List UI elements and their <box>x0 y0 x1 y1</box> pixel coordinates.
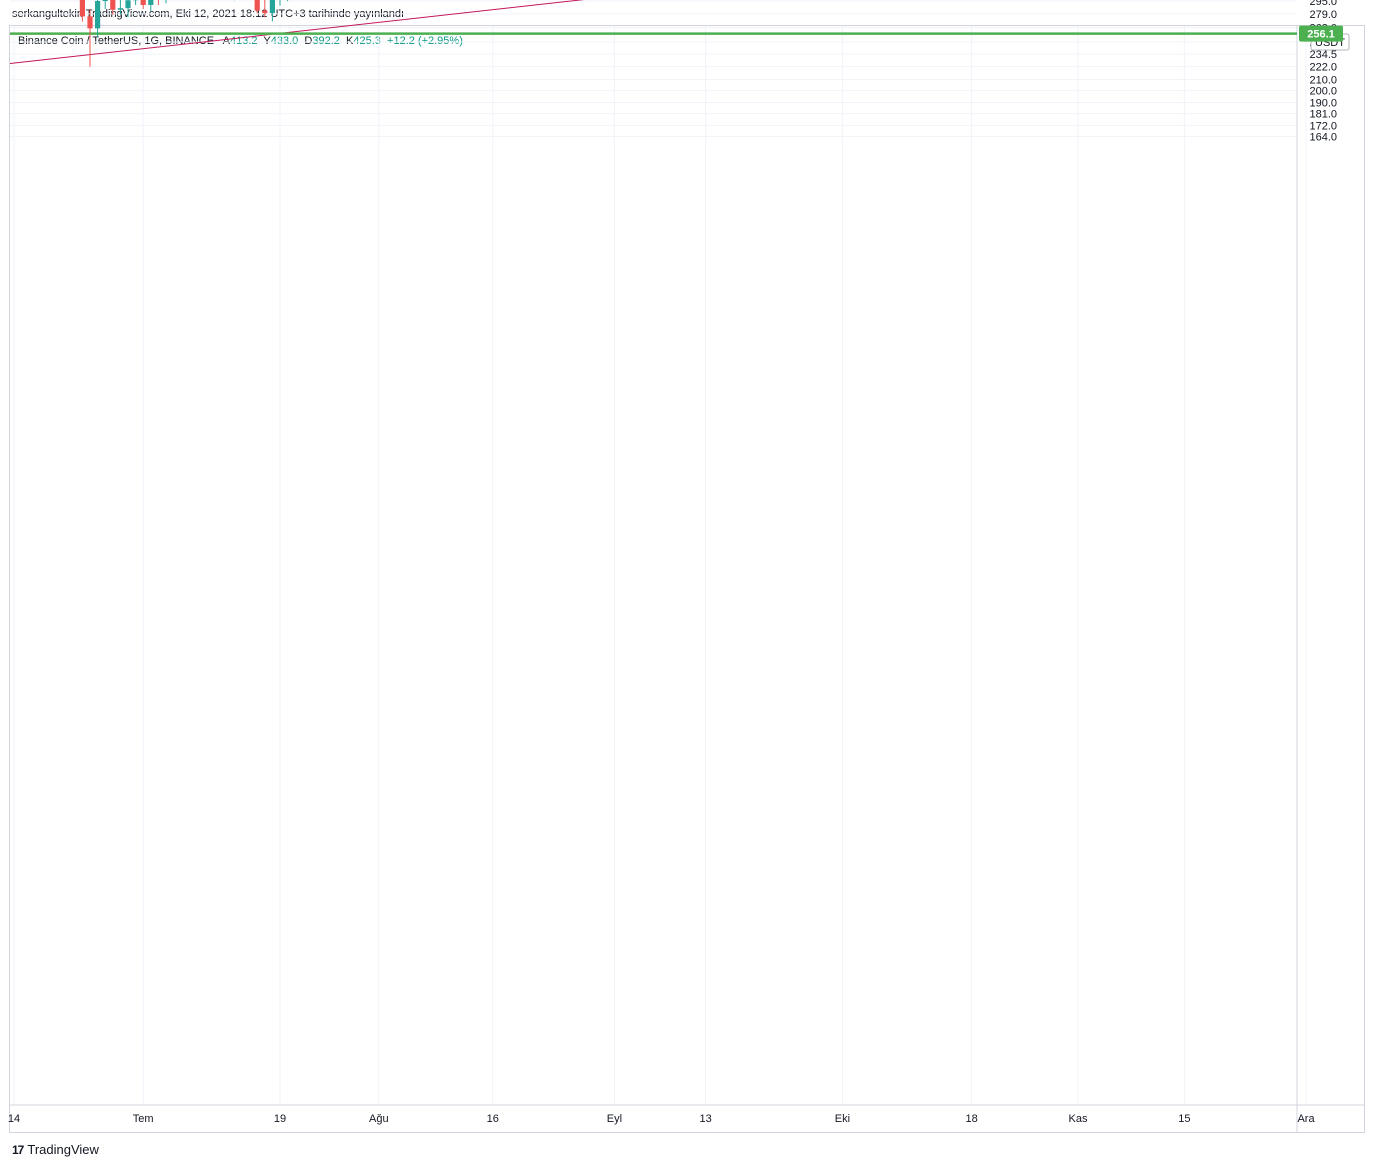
candle-body <box>79 0 85 17</box>
candle <box>269 0 275 22</box>
candle <box>165 0 167 4</box>
brand-name: TradingView <box>27 1142 99 1157</box>
legend-close: 425.3 <box>353 35 381 47</box>
candle <box>262 0 268 18</box>
y-tick-label: 222.0 <box>1309 62 1337 74</box>
level-badge-box <box>1299 25 1343 42</box>
x-tick-label: 19 <box>274 1113 286 1125</box>
candle-body <box>269 0 275 14</box>
candle <box>157 0 159 5</box>
candle-body <box>95 1 101 29</box>
y-tick-label: 210.0 <box>1309 74 1337 86</box>
candle <box>125 0 131 18</box>
y-tick-label: 295.0 <box>1309 0 1337 8</box>
x-tick-label: Ara <box>1297 1113 1315 1125</box>
candle <box>133 0 139 5</box>
x-tick-label: 14 <box>8 1113 20 1125</box>
chart-frame <box>9 25 1365 1133</box>
chart-legend: Binance Coin / TetherUS, 1G, BINANCE A41… <box>18 35 463 47</box>
x-tick-label: Kas <box>1069 1113 1088 1125</box>
candle-body <box>254 0 260 11</box>
y-tick-label: 190.0 <box>1309 97 1337 109</box>
level-badge-text: 256.1 <box>1307 29 1335 41</box>
y-tick-label: 172.0 <box>1309 120 1337 132</box>
x-tick-label: 15 <box>1178 1113 1190 1125</box>
x-tick-label: Eki <box>835 1113 850 1125</box>
tradingview-logo-icon: 17 <box>12 1142 24 1157</box>
candle <box>110 0 116 15</box>
candle-body <box>140 0 146 5</box>
candle-body <box>110 0 116 10</box>
legend-low-label: D <box>304 35 313 47</box>
candle <box>102 0 108 9</box>
tradingview-brand[interactable]: 17 TradingView <box>12 1142 99 1157</box>
candle <box>117 0 123 15</box>
candle <box>140 0 146 9</box>
candle <box>148 0 154 12</box>
candle <box>87 8 93 67</box>
candle-body <box>148 0 154 5</box>
x-tick-label: 13 <box>699 1113 711 1125</box>
candles <box>79 0 289 67</box>
legend-close-label: K <box>346 35 354 47</box>
y-tick-label: 234.5 <box>1309 49 1337 61</box>
legend-high-label: Y <box>263 35 271 47</box>
legend-low: 392.2 <box>312 35 340 47</box>
candle-body <box>117 8 123 10</box>
legend-high: 433.0 <box>270 35 299 47</box>
y-tick-label: 181.0 <box>1309 109 1337 121</box>
channel-lower-line <box>9 0 585 64</box>
candle <box>279 0 281 6</box>
candle <box>95 0 101 38</box>
legend-change: +12.2 (+2.95%) <box>387 35 463 47</box>
x-tick-label: Eyl <box>607 1113 622 1125</box>
legend-symbol: Binance Coin / TetherUS, 1G, BINANCE <box>18 35 215 47</box>
grid <box>10 0 1307 1105</box>
x-tick-label: Ağu <box>369 1113 389 1125</box>
y-tick-label: 164.0 <box>1309 131 1337 143</box>
y-tick-label: 279.0 <box>1309 9 1337 21</box>
legend-open-label: A <box>222 35 230 47</box>
x-tick-label: Tem <box>133 1113 154 1125</box>
candle <box>254 0 260 14</box>
x-tick-label: 16 <box>487 1113 499 1125</box>
candle <box>79 0 85 22</box>
x-tick-label: 18 <box>965 1113 977 1125</box>
candle-body <box>125 0 131 9</box>
level-price-badge: 256.1 <box>1299 25 1343 42</box>
candle-body <box>87 16 93 29</box>
candle-body <box>102 0 108 2</box>
y-tick-label: 200.0 <box>1309 86 1337 98</box>
candle-body <box>262 10 268 14</box>
